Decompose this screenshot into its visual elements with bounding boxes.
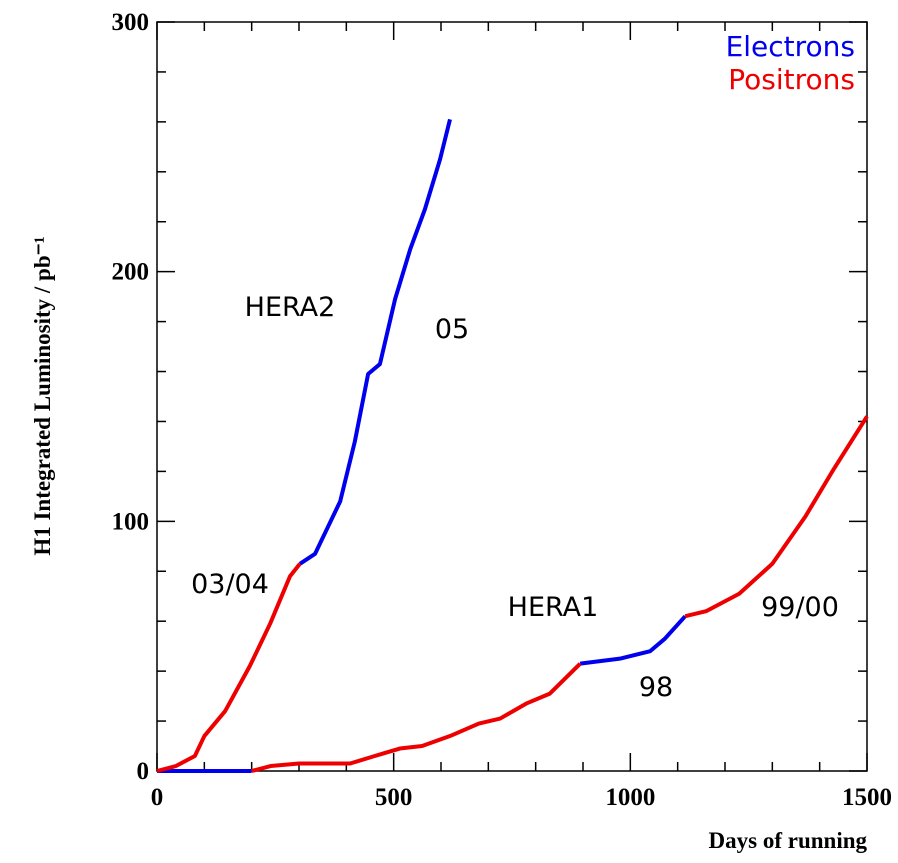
x-tick-label: 500 (375, 784, 413, 811)
y-tick-label: 200 (112, 259, 150, 286)
plot-frame (156, 21, 868, 772)
x-axis-label: Days of running (709, 828, 868, 853)
x-tick-label: 1500 (842, 784, 892, 811)
legend-entry: Electrons (726, 30, 855, 63)
data-line (157, 118, 687, 773)
annotation: HERA1 (508, 592, 599, 623)
y-tick-label: 0 (137, 758, 150, 785)
annotation: 98 (639, 672, 673, 703)
y-axis-label: H1 Integrated Luminosity / pb⁻¹ (30, 236, 55, 555)
annotation: 99/00 (761, 592, 839, 623)
y-tick-label: 100 (112, 508, 150, 535)
y-tick-label: 300 (112, 9, 150, 36)
x-tick-label: 0 (151, 784, 164, 811)
annotation: 05 (435, 314, 469, 345)
annotation: HERA2 (245, 292, 336, 323)
legend-entry: Positrons (728, 63, 855, 96)
annotation: 03/04 (191, 569, 269, 600)
x-tick-label: 1000 (605, 784, 655, 811)
data-line (156, 415, 869, 773)
